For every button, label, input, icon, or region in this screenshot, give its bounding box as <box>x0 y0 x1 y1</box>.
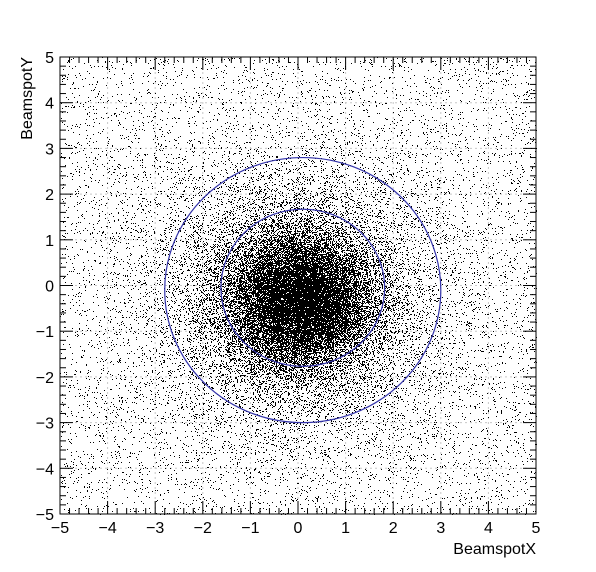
x-tick-label: −2 <box>194 520 212 537</box>
x-tick-label: 0 <box>294 520 303 537</box>
x-tick-label: 1 <box>341 520 350 537</box>
y-tick-label: 1 <box>45 233 54 250</box>
circle-overlays <box>164 156 442 424</box>
x-tick-label: −4 <box>98 520 116 537</box>
x-tick-labels: −5 −4 −3 −2 −1 0 1 2 3 4 5 <box>51 520 541 537</box>
scatter-points <box>60 57 537 515</box>
x-tick-label: −5 <box>51 520 69 537</box>
x-axis-title: BeamspotX <box>453 541 536 558</box>
y-tick-label: 2 <box>45 187 54 204</box>
y-tick-label: −2 <box>36 370 54 387</box>
y-tick-label: −5 <box>36 507 54 524</box>
y-tick-labels: −5 −4 −3 −2 −1 0 1 2 3 4 5 <box>36 50 54 524</box>
x-tick-label: 3 <box>436 520 445 537</box>
y-tick-label: 4 <box>45 96 54 113</box>
y-axis-title: BeamspotY <box>19 57 36 140</box>
scatter-point-cloud <box>60 57 537 515</box>
y-tick-label: 5 <box>45 50 54 67</box>
overlay-circle-1 <box>164 156 442 424</box>
y-tick-label: −4 <box>36 461 54 478</box>
x-tick-label: −1 <box>241 520 259 537</box>
x-tick-label: −3 <box>146 520 164 537</box>
x-tick-label: 5 <box>532 520 541 537</box>
y-tick-label: 0 <box>45 279 54 296</box>
overlay-circle-2 <box>220 208 386 367</box>
grid-lines <box>59 56 537 515</box>
y-tick-label: −3 <box>36 416 54 433</box>
x-tick-label: 4 <box>484 520 493 537</box>
x-tick-label: 2 <box>389 520 398 537</box>
axis-ticks <box>59 56 537 515</box>
y-tick-label: −1 <box>36 324 54 341</box>
y-tick-label: 3 <box>45 141 54 158</box>
